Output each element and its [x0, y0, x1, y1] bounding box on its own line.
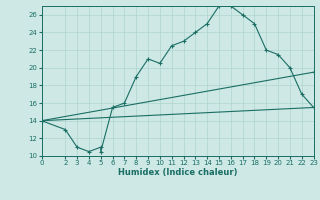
X-axis label: Humidex (Indice chaleur): Humidex (Indice chaleur): [118, 168, 237, 177]
